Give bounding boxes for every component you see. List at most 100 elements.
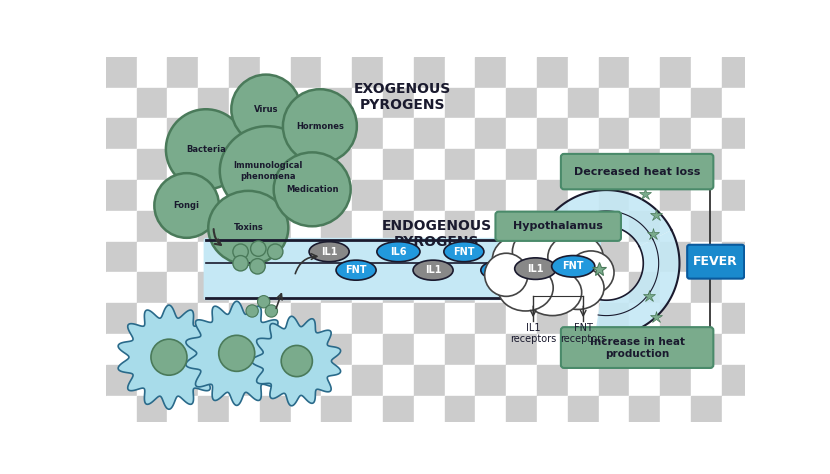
Bar — [445, 149, 476, 180]
Bar — [691, 334, 722, 365]
Bar — [691, 211, 722, 242]
Circle shape — [266, 305, 277, 317]
Polygon shape — [595, 230, 680, 337]
Bar — [106, 88, 137, 118]
Bar — [260, 242, 290, 273]
Bar — [691, 180, 722, 211]
Bar — [568, 211, 598, 242]
Bar — [414, 57, 445, 88]
Bar — [722, 57, 753, 88]
Bar — [352, 211, 383, 242]
Bar — [568, 303, 598, 334]
Bar — [629, 273, 660, 303]
Bar — [691, 365, 722, 396]
Bar — [629, 242, 660, 273]
Text: IL1: IL1 — [425, 265, 442, 275]
Bar — [660, 149, 691, 180]
Bar — [691, 88, 722, 118]
Bar — [106, 396, 137, 427]
Bar — [568, 88, 598, 118]
Bar — [476, 334, 506, 365]
Bar — [445, 180, 476, 211]
Bar — [414, 180, 445, 211]
Bar — [660, 273, 691, 303]
Bar — [445, 57, 476, 88]
Bar — [168, 88, 198, 118]
Bar — [168, 334, 198, 365]
Bar — [537, 273, 568, 303]
Ellipse shape — [515, 258, 556, 279]
Bar — [476, 180, 506, 211]
Bar — [383, 242, 414, 273]
Bar — [537, 303, 568, 334]
Ellipse shape — [154, 173, 219, 238]
Polygon shape — [118, 305, 220, 409]
FancyBboxPatch shape — [561, 327, 713, 368]
Bar — [568, 149, 598, 180]
Bar — [168, 118, 198, 149]
Bar — [198, 57, 229, 88]
Bar — [445, 273, 476, 303]
Bar — [168, 57, 198, 88]
Text: Virus: Virus — [254, 105, 278, 114]
Bar — [383, 180, 414, 211]
Bar — [445, 242, 476, 273]
Bar — [722, 396, 753, 427]
Bar — [660, 242, 691, 273]
Bar — [660, 118, 691, 149]
Bar — [290, 396, 321, 427]
Bar — [290, 180, 321, 211]
Bar — [137, 273, 168, 303]
Bar — [476, 242, 506, 273]
Bar — [229, 365, 260, 396]
Bar — [168, 303, 198, 334]
Bar — [537, 149, 568, 180]
Ellipse shape — [151, 339, 187, 375]
Bar — [352, 88, 383, 118]
Ellipse shape — [523, 269, 582, 316]
Bar — [229, 211, 260, 242]
Bar — [414, 88, 445, 118]
Bar — [321, 118, 352, 149]
Text: Hormones: Hormones — [296, 122, 344, 131]
Bar — [598, 273, 629, 303]
Bar — [629, 303, 660, 334]
Bar — [476, 57, 506, 88]
Ellipse shape — [485, 253, 528, 296]
Bar — [383, 396, 414, 427]
Text: Medication: Medication — [286, 185, 339, 194]
Circle shape — [251, 241, 266, 256]
Bar — [537, 396, 568, 427]
Text: Hypothalamus: Hypothalamus — [513, 221, 603, 231]
Bar — [568, 334, 598, 365]
Bar — [168, 273, 198, 303]
Text: FNT
receptors: FNT receptors — [560, 322, 607, 344]
Bar — [383, 88, 414, 118]
Bar — [414, 396, 445, 427]
Ellipse shape — [281, 346, 312, 377]
FancyBboxPatch shape — [561, 154, 713, 189]
Bar — [629, 211, 660, 242]
Bar — [383, 334, 414, 365]
Bar — [691, 242, 722, 273]
Bar — [106, 57, 137, 88]
Text: IL1: IL1 — [527, 264, 544, 273]
FancyBboxPatch shape — [687, 245, 745, 279]
Ellipse shape — [283, 89, 357, 163]
Bar — [229, 396, 260, 427]
Text: Increase in heat
production: Increase in heat production — [589, 337, 685, 359]
Ellipse shape — [309, 242, 349, 262]
Bar — [383, 57, 414, 88]
Bar — [568, 118, 598, 149]
Bar — [168, 180, 198, 211]
Bar — [260, 273, 290, 303]
Bar — [598, 396, 629, 427]
Bar — [321, 180, 352, 211]
Bar — [321, 149, 352, 180]
Ellipse shape — [336, 260, 376, 280]
Ellipse shape — [220, 126, 315, 216]
Text: ENDOGENOUS
PYROGENS: ENDOGENOUS PYROGENS — [382, 219, 492, 249]
Bar — [414, 149, 445, 180]
Text: FEVER: FEVER — [693, 255, 738, 268]
Ellipse shape — [232, 74, 300, 144]
